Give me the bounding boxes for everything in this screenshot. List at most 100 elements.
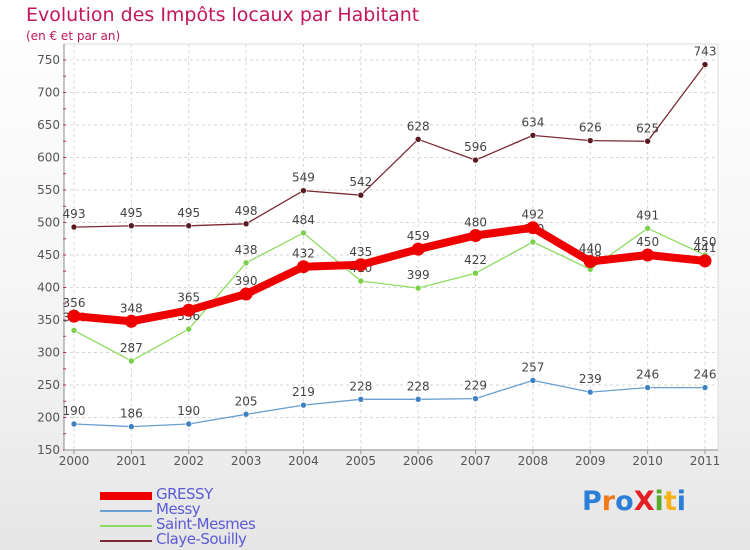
data-point-messy <box>300 401 307 409</box>
x-tick-label: 2005 <box>346 454 377 468</box>
data-label-messy: 190 <box>63 404 86 418</box>
y-tick-label: 550 <box>37 183 60 197</box>
data-point-gressy <box>411 242 425 256</box>
x-tick-label: 2004 <box>288 454 319 468</box>
data-point-claye-souilly <box>70 223 78 231</box>
data-point-saint-mesmes <box>472 269 479 277</box>
data-label-claye-souilly: 542 <box>349 175 372 189</box>
data-point-messy <box>644 384 651 391</box>
x-tick-label: 2011 <box>690 454 721 468</box>
data-label-saint-mesmes: 287 <box>120 341 143 355</box>
data-label-messy: 186 <box>120 407 143 421</box>
legend-swatch <box>100 492 152 500</box>
data-point-claye-souilly <box>300 187 307 194</box>
data-label-messy: 257 <box>521 360 544 374</box>
data-label-messy: 239 <box>579 372 602 386</box>
data-label-claye-souilly: 628 <box>407 119 430 133</box>
chart-title: Evolution des Impôts locaux par Habitant <box>26 4 420 26</box>
data-point-claye-souilly <box>414 136 422 143</box>
x-tick-label: 2008 <box>518 454 549 468</box>
logo-letter: o <box>615 486 634 517</box>
y-tick-label: 650 <box>37 118 60 132</box>
data-point-saint-mesmes <box>128 357 135 365</box>
data-point-messy <box>242 410 250 418</box>
y-tick-label: 200 <box>37 411 60 425</box>
legend-label: Claye-Souilly <box>156 530 247 548</box>
data-label-gressy: 390 <box>235 274 258 288</box>
logo-letter: r <box>601 486 616 517</box>
data-point-gressy <box>182 303 196 317</box>
data-label-saint-mesmes: 438 <box>235 243 258 257</box>
data-label-messy: 219 <box>292 385 315 399</box>
data-point-saint-mesmes <box>357 277 365 285</box>
data-point-gressy <box>698 254 712 268</box>
y-tick-label: 400 <box>37 281 60 295</box>
y-tick-label: 350 <box>37 313 60 327</box>
logo-letter: t <box>663 486 677 517</box>
data-label-saint-mesmes: 450 <box>694 235 717 249</box>
chart-subtitle: (en € et par an) <box>26 29 121 43</box>
y-tick-label: 500 <box>37 216 60 230</box>
data-point-saint-mesmes <box>644 225 651 232</box>
x-tick-label: 2001 <box>116 454 147 468</box>
x-tick-label: 2000 <box>59 454 90 468</box>
data-label-gressy: 440 <box>579 242 602 256</box>
x-tick-label: 2003 <box>231 454 262 468</box>
data-point-gressy <box>354 258 368 272</box>
data-label-claye-souilly: 549 <box>292 171 315 185</box>
data-point-messy <box>357 395 365 403</box>
data-point-gressy <box>641 248 655 262</box>
logo-letter: X <box>633 486 655 517</box>
data-label-claye-souilly: 634 <box>521 115 544 129</box>
data-point-saint-mesmes <box>300 229 307 237</box>
data-point-messy <box>701 384 709 391</box>
data-label-gressy: 450 <box>636 235 659 249</box>
data-point-messy <box>586 388 594 396</box>
data-label-claye-souilly: 495 <box>177 206 200 220</box>
data-point-saint-mesmes <box>185 325 193 333</box>
data-label-claye-souilly: 625 <box>636 121 659 135</box>
data-label-gressy: 348 <box>120 301 143 315</box>
logo-letter: P <box>582 486 602 517</box>
y-tick-label: 750 <box>37 53 60 67</box>
x-tick-label: 2009 <box>575 454 606 468</box>
data-point-gressy <box>469 229 483 242</box>
data-label-messy: 229 <box>464 379 487 393</box>
data-label-gressy: 480 <box>464 216 487 230</box>
proxiti-logo: ProXiti <box>582 486 686 517</box>
data-label-gressy: 356 <box>63 296 86 310</box>
x-tick-label: 2006 <box>403 454 434 468</box>
data-point-claye-souilly <box>185 222 193 230</box>
x-tick-label: 2002 <box>173 454 204 468</box>
plot-area <box>63 43 719 451</box>
y-tick-label: 700 <box>37 86 60 100</box>
data-label-messy: 246 <box>636 368 659 382</box>
data-label-saint-mesmes: 399 <box>407 268 430 282</box>
data-point-messy <box>472 395 479 402</box>
data-point-messy <box>185 420 193 428</box>
data-label-saint-mesmes: 422 <box>464 253 487 267</box>
data-label-claye-souilly: 596 <box>464 140 487 154</box>
data-label-gressy: 441 <box>694 241 717 255</box>
series-line-claye-souilly <box>73 63 706 228</box>
y-tick-label: 150 <box>37 443 60 457</box>
data-label-messy: 228 <box>407 379 430 393</box>
data-point-claye-souilly <box>128 222 135 230</box>
data-label-claye-souilly: 495 <box>120 206 143 220</box>
data-point-saint-mesmes <box>242 259 250 267</box>
y-tick-label: 600 <box>37 151 60 165</box>
data-point-messy <box>529 377 537 384</box>
data-point-gressy <box>526 221 540 235</box>
data-point-gressy <box>296 260 310 274</box>
data-point-claye-souilly <box>644 137 651 145</box>
data-point-messy <box>128 423 135 430</box>
data-point-saint-mesmes <box>414 284 422 292</box>
y-tick-label: 300 <box>37 346 60 360</box>
data-label-gressy: 432 <box>292 247 315 261</box>
data-label-messy: 205 <box>235 394 258 408</box>
x-tick-label: 2010 <box>632 454 663 468</box>
data-label-claye-souilly: 493 <box>63 207 86 221</box>
y-tick-label: 250 <box>37 378 60 392</box>
data-label-saint-mesmes: 484 <box>292 213 315 227</box>
